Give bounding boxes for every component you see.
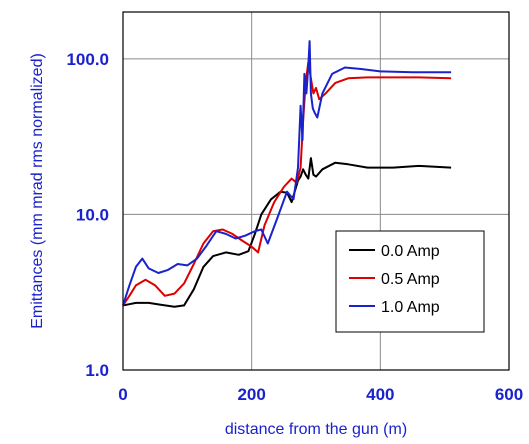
series-line-1 [122, 61, 452, 306]
legend: 0.0 Amp 0.5 Amp 1.0 Amp [335, 230, 485, 333]
x-tick-label: 400 [366, 385, 394, 404]
plot-frame [122, 11, 510, 371]
legend-label-2: 1.0 Amp [381, 299, 440, 316]
series-line-2 [122, 40, 452, 306]
series-lines [122, 40, 452, 308]
x-tick-label: 0 [118, 385, 127, 404]
legend-box [335, 230, 485, 333]
y-tick-labels: 1.0 10.0 100.0 [66, 50, 109, 380]
x-tick-labels: 0 200 400 600 [118, 385, 523, 404]
legend-label-1: 0.5 Amp [381, 271, 440, 288]
y-tick-label: 10.0 [76, 205, 109, 224]
legend-label-0: 0.0 Amp [381, 243, 440, 260]
y-tick-label: 100.0 [66, 50, 109, 69]
x-tick-label: 200 [237, 385, 265, 404]
x-tick-label: 600 [495, 385, 523, 404]
y-tick-label: 1.0 [85, 361, 109, 380]
x-axis-label: distance from the gun (m) [225, 421, 407, 438]
y-axis-label: Emittances (mm mrad rms normalized) [29, 53, 46, 329]
